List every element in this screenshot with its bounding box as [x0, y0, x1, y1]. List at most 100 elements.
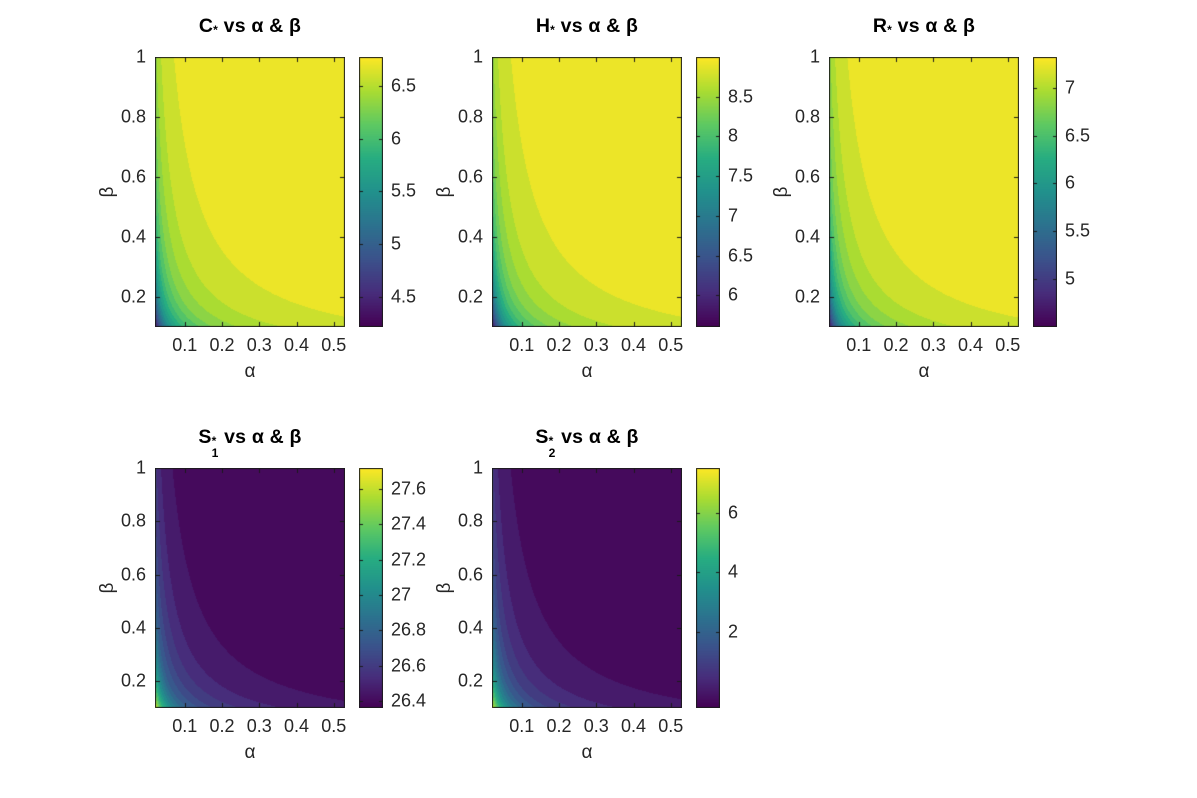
title-suffix: vs α & β	[892, 15, 976, 37]
y-tick-label: 0.2	[120, 286, 146, 307]
x-tick-label: 0.4	[621, 335, 647, 355]
x-tick-label: 0.5	[321, 716, 347, 736]
title-superscript: *	[887, 23, 893, 38]
contour-field-canvas	[829, 57, 1019, 327]
y-tick-label: 0.4	[794, 226, 820, 247]
colorbar-tick-label: 8	[728, 125, 739, 146]
title-supsub: *	[550, 24, 555, 49]
y-tick-label: 0.6	[457, 564, 483, 585]
y-axis-label: β	[97, 186, 118, 198]
colorbar-tick-label: 4	[728, 561, 739, 582]
contour-field-canvas	[492, 468, 682, 708]
plot-title: R * vs α & β	[873, 15, 975, 49]
x-tick-label: 0.4	[284, 716, 310, 736]
colorbar-tick-label: 6	[391, 128, 402, 149]
title-supsub: *	[887, 23, 893, 49]
title-supsub: * 2	[548, 434, 556, 461]
x-tick-label: 0.5	[321, 335, 347, 355]
contour-field-canvas	[155, 468, 345, 708]
title-superscript: *	[211, 434, 217, 449]
plot-title: H * vs α & β	[536, 15, 638, 49]
colorbar-tick-label: 6.5	[391, 75, 417, 96]
title-superscript: *	[548, 434, 554, 449]
colorbar-tick-label: 5	[1065, 268, 1076, 289]
colorbar-tick-label: 27.6	[391, 478, 427, 499]
y-tick-label: 0.8	[457, 106, 483, 127]
y-tick-label: 0.4	[120, 617, 146, 638]
x-tick-label: 0.3	[246, 335, 272, 355]
colorbar-tick-label: 27.4	[391, 513, 427, 534]
plot-title: S * 2 vs α & β	[535, 426, 638, 460]
subplot-r-star: R * vs α & β α β 0.1 0.2 0.3 0.4 0.5 0.2 0.4 0.6…	[771, 15, 1090, 382]
x-tick-label: 0.3	[583, 335, 609, 355]
contour-field-canvas	[492, 57, 682, 327]
y-axis-label: β	[771, 186, 792, 198]
x-tick-label: 0.1	[172, 335, 198, 355]
colorbar-tick-label: 5.5	[391, 180, 417, 201]
colorbar-tick-label: 7	[1065, 77, 1076, 98]
title-symbol: S	[198, 426, 212, 448]
colorbar-canvas	[696, 57, 720, 327]
x-tick-label: 0.3	[920, 335, 946, 355]
colorbar-tick-label: 7.5	[728, 165, 754, 186]
colorbar-canvas	[359, 57, 383, 327]
y-tick-label: 0.8	[120, 510, 146, 531]
title-supsub: *	[213, 23, 219, 49]
colorbar-tick-label: 5.5	[1065, 220, 1091, 241]
x-tick-label: 0.2	[209, 716, 235, 736]
colorbar-canvas	[359, 468, 383, 708]
colorbar-tick-label: 7	[728, 205, 739, 226]
y-tick-label: 0.6	[120, 166, 146, 187]
subplot-c-star: C * vs α & β α β 0.1 0.2 0.3 0.4 0.5 0.2 0.4 0.6…	[97, 15, 416, 382]
x-tick-label: 0.1	[509, 335, 535, 355]
x-tick-label: 0.5	[658, 716, 684, 736]
title-suffix: vs α & β	[218, 426, 302, 448]
title-suffix: vs α & β	[555, 426, 639, 448]
colorbar-tick-label: 27	[391, 584, 412, 605]
y-tick-label: 0.8	[457, 510, 483, 531]
colorbar-tick-label: 26.4	[391, 690, 427, 711]
x-tick-label: 0.2	[546, 716, 572, 736]
y-tick-label: 0.6	[794, 166, 820, 187]
colorbar-tick-label: 26.6	[391, 655, 427, 676]
contour-field-canvas	[155, 57, 345, 327]
colorbar-canvas	[1033, 57, 1057, 327]
y-tick-label: 1	[472, 457, 483, 478]
colorbar-tick-label: 8.5	[728, 86, 754, 107]
y-tick-label: 0.2	[794, 286, 820, 307]
x-tick-label: 0.1	[172, 716, 198, 736]
y-tick-label: 0.6	[120, 564, 146, 585]
title-suffix: vs α & β	[218, 15, 302, 37]
y-tick-label: 0.2	[457, 286, 483, 307]
x-tick-label: 0.5	[658, 335, 684, 355]
x-tick-label: 0.3	[583, 716, 609, 736]
colorbar-tick-label: 27.2	[391, 549, 427, 570]
title-symbol: R	[872, 15, 888, 37]
plot-title: S * 1 vs α & β	[198, 426, 301, 460]
title-superscript: *	[213, 23, 219, 38]
subplot-h-star: H * vs α & β α β 0.1 0.2 0.3 0.4 0.5 0.2 0.4 0.6…	[434, 15, 753, 382]
colorbar-tick-label: 6.5	[1065, 125, 1091, 145]
y-tick-label: 1	[135, 457, 146, 478]
colorbar-tick-label: 5	[391, 233, 402, 254]
y-tick-label: 0.2	[120, 670, 146, 691]
title-symbol: S	[535, 426, 549, 448]
subplot-s1-star: S * 1 vs α & β α β 0.1 0.2 0.3 0.4 0.5 0.2 0.4 0.…	[97, 426, 426, 763]
y-tick-label: 0.4	[457, 226, 483, 247]
title-subscript: 2	[548, 446, 556, 461]
title-supsub: * 1	[211, 434, 219, 460]
colorbar-tick-label: 4.5	[391, 286, 417, 307]
x-tick-label: 0.4	[621, 716, 647, 736]
x-axis-label: α	[918, 361, 930, 382]
x-axis-label: α	[244, 361, 256, 382]
y-axis-label: β	[434, 186, 455, 198]
title-suffix: vs α & β	[555, 15, 639, 37]
x-axis-label: α	[581, 742, 593, 763]
y-tick-label: 1	[809, 46, 820, 67]
x-tick-label: 0.2	[546, 335, 572, 355]
y-tick-label: 0.6	[457, 166, 483, 187]
x-tick-label: 0.2	[209, 335, 235, 355]
colorbar-canvas	[696, 468, 720, 708]
colorbar-tick-label: 6	[1065, 172, 1076, 193]
